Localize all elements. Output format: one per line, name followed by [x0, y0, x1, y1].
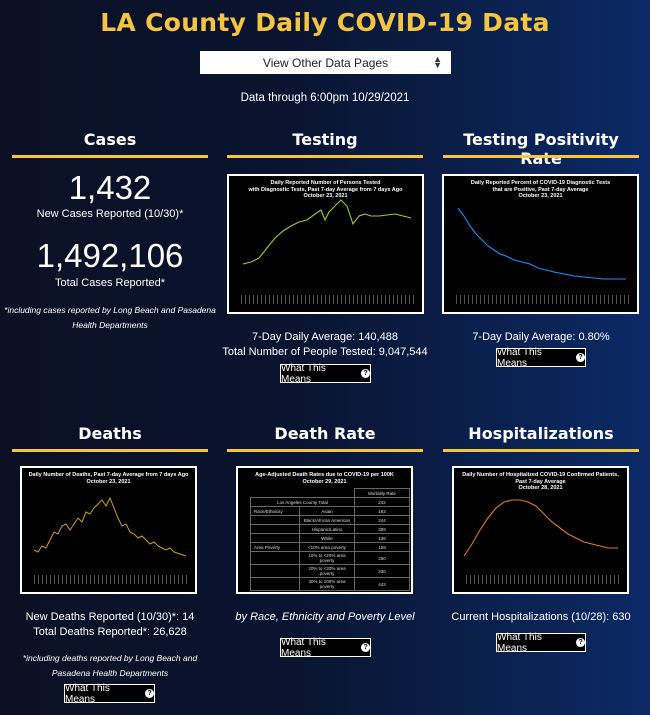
- deaths-what-this-means-button[interactable]: What This Means?: [64, 682, 155, 705]
- positivity-chart-title: Daily Reported Percent of COVID-19 Diagn…: [444, 180, 637, 200]
- deaths-footnote: *including deaths reported by Long Beach…: [4, 651, 216, 681]
- cases-footnote-line1: *including cases reported by Long Beach …: [4, 305, 216, 315]
- page-title: LA County Daily COVID-19 Data: [100, 8, 550, 37]
- positivity-what-this-means-button[interactable]: What This Means?: [496, 346, 586, 369]
- death-rate-table-image[interactable]: Age-Adjusted Death Rates due to COVID-19…: [236, 466, 413, 594]
- question-icon: ?: [576, 353, 585, 362]
- total-cases-value: 1,492,106: [36, 237, 184, 274]
- table-row: 10% to <20% area poverty 250: [250, 551, 410, 565]
- positivity-chart-title-3: October 23, 2021: [518, 193, 563, 199]
- dropdown-label: View Other Data Pages: [262, 55, 389, 70]
- deaths-chart[interactable]: Daily Number of Deaths, Past 7-day Avera…: [20, 466, 197, 594]
- table-row: Race/Ethnicity Asian 183: [250, 506, 410, 516]
- deaths-x-axis: [34, 575, 187, 584]
- hospitalizations-chart[interactable]: Daily Number of Hospitalized COVID-19 Co…: [452, 466, 629, 594]
- total-deaths: Total Deaths Reported*: 26,628: [33, 626, 187, 638]
- testing-total: Total Number of People Tested: 9,047,544: [222, 346, 428, 358]
- question-icon: ?: [576, 638, 585, 647]
- data-pages-dropdown[interactable]: View Other Data Pages ▲ ▼: [200, 51, 451, 74]
- hospitalizations-x-axis: [466, 575, 619, 584]
- testing-chart-title: Daily Reported Number of Persons Tested …: [229, 180, 422, 200]
- button-label: What This Means: [281, 636, 326, 659]
- positivity-chart-title-1: Daily Reported Percent of COVID-19 Diagn…: [470, 180, 611, 186]
- question-icon: ?: [145, 689, 154, 698]
- death-rate-chart-title: Age-Adjusted Death Rates due to COVID-19…: [238, 472, 411, 485]
- cases-divider: [12, 155, 208, 158]
- testing-series-line: [242, 199, 412, 265]
- positivity-chart[interactable]: Daily Reported Percent of COVID-19 Diagn…: [442, 174, 639, 314]
- positivity-chart-plot: [457, 207, 626, 280]
- deaths-chart-plot: [33, 496, 187, 557]
- question-icon: ?: [361, 643, 370, 652]
- table-row: 20% to <30% area poverty 330: [250, 564, 410, 578]
- testing-heading: Testing: [292, 130, 358, 149]
- positivity-x-axis: [456, 295, 629, 304]
- positivity-chart-title-2: that are Positive, Past 7-day Average: [492, 186, 589, 193]
- updown-arrow-icon: ▲ ▼: [433, 54, 442, 70]
- death-rate-heading: Death Rate: [274, 424, 376, 443]
- data-through-text: Data through 6:00pm 10/29/2021: [240, 92, 410, 104]
- cases-heading: Cases: [83, 130, 137, 149]
- current-hospitalizations: Current Hospitalizations (10/28): 630: [451, 611, 631, 623]
- death-rate-caption: by Race, Ethnicity and Poverty Level: [235, 611, 415, 623]
- table-row: Black/African American 244: [250, 515, 410, 525]
- cases-footnote: *including cases reported by Long Beach …: [4, 303, 216, 333]
- testing-divider: [227, 155, 423, 158]
- hospitalizations-chart-plot: [463, 499, 618, 557]
- testing-what-this-means-button[interactable]: What This Means?: [280, 362, 371, 385]
- new-deaths: New Deaths Reported (10/30)*: 14: [25, 611, 195, 623]
- button-label: What This Means: [281, 362, 326, 385]
- testing-chart-title-2: with Diagnostic Tests, Past 7-day Averag…: [248, 186, 403, 193]
- county-total-value: 242: [354, 497, 410, 507]
- new-cases-label: New Cases Reported (10/30)*: [36, 208, 184, 220]
- mortality-table-corner: [251, 489, 355, 498]
- positivity-average: 7-Day Daily Average: 0.80%: [472, 331, 610, 343]
- button-label: What This Means: [65, 682, 110, 705]
- hospitalizations-what-this-means-button[interactable]: What This Means?: [496, 631, 586, 654]
- table-row: Hispanic/Latino 389: [250, 524, 410, 534]
- question-icon: ?: [361, 369, 370, 378]
- table-row: White 138: [250, 533, 410, 543]
- death-rate-chart-title-2: October 29, 2021: [302, 478, 347, 485]
- mortality-col-header: Mortality Rate: [354, 488, 410, 498]
- hospitalizations-chart-title-1: Daily Number of Hospitalized COVID-19 Co…: [462, 472, 619, 478]
- hospitalizations-series-line: [463, 499, 618, 557]
- county-total-label: Los Angeles County Total: [250, 497, 355, 507]
- mortality-table: Mortality Rate Los Angeles County Total …: [250, 488, 410, 591]
- testing-x-axis: [241, 295, 414, 304]
- deaths-heading: Deaths: [78, 424, 142, 443]
- button-label: What This Means: [497, 631, 542, 654]
- hospitalizations-heading: Hospitalizations: [468, 424, 614, 443]
- death-rate-what-this-means-button[interactable]: What This Means?: [280, 636, 371, 659]
- positivity-series-line: [457, 207, 626, 280]
- deaths-series-line: [33, 496, 187, 557]
- table-row: 30% to 100% area poverty 443: [250, 577, 410, 591]
- death-rate-chart-title-1: Age-Adjusted Death Rates due to COVID-19…: [255, 472, 394, 478]
- testing-chart[interactable]: Daily Reported Number of Persons Tested …: [227, 174, 424, 314]
- deaths-divider: [12, 449, 208, 452]
- deaths-chart-title-1: Daily Number of Deaths, Past 7-day Avera…: [28, 472, 189, 478]
- deaths-chart-title: Daily Number of Deaths, Past 7-day Avera…: [22, 472, 195, 485]
- positivity-divider: [443, 155, 639, 158]
- hospitalizations-chart-title-3: October 28, 2021: [518, 485, 563, 491]
- new-cases-value: 1,432: [68, 169, 152, 206]
- button-label: What This Means: [497, 346, 542, 369]
- cases-footnote-line2: Health Departments: [72, 320, 148, 330]
- deaths-footnote-line2: Pasadena Health Departments: [51, 668, 169, 678]
- total-cases-label: Total Cases Reported*: [54, 277, 166, 289]
- testing-chart-title-1: Daily Reported Number of Persons Tested: [270, 180, 381, 186]
- testing-chart-title-3: October 23, 2021: [303, 193, 348, 199]
- hospitalizations-chart-title: Daily Number of Hospitalized COVID-19 Co…: [454, 472, 627, 492]
- testing-average: 7-Day Daily Average: 140,488: [252, 331, 398, 343]
- testing-chart-plot: [242, 199, 412, 265]
- death-rate-divider: [227, 449, 423, 452]
- positivity-heading: Testing Positivity Rate: [463, 130, 619, 168]
- deaths-chart-title-2: October 23, 2021: [86, 478, 131, 485]
- table-row: Area Poverty <10% area poverty 159: [250, 542, 410, 552]
- deaths-footnote-line1: *including deaths reported by Long Beach…: [22, 653, 198, 663]
- hospitalizations-divider: [443, 449, 639, 452]
- hospitalizations-chart-title-2: Past 7-day Average: [515, 478, 566, 485]
